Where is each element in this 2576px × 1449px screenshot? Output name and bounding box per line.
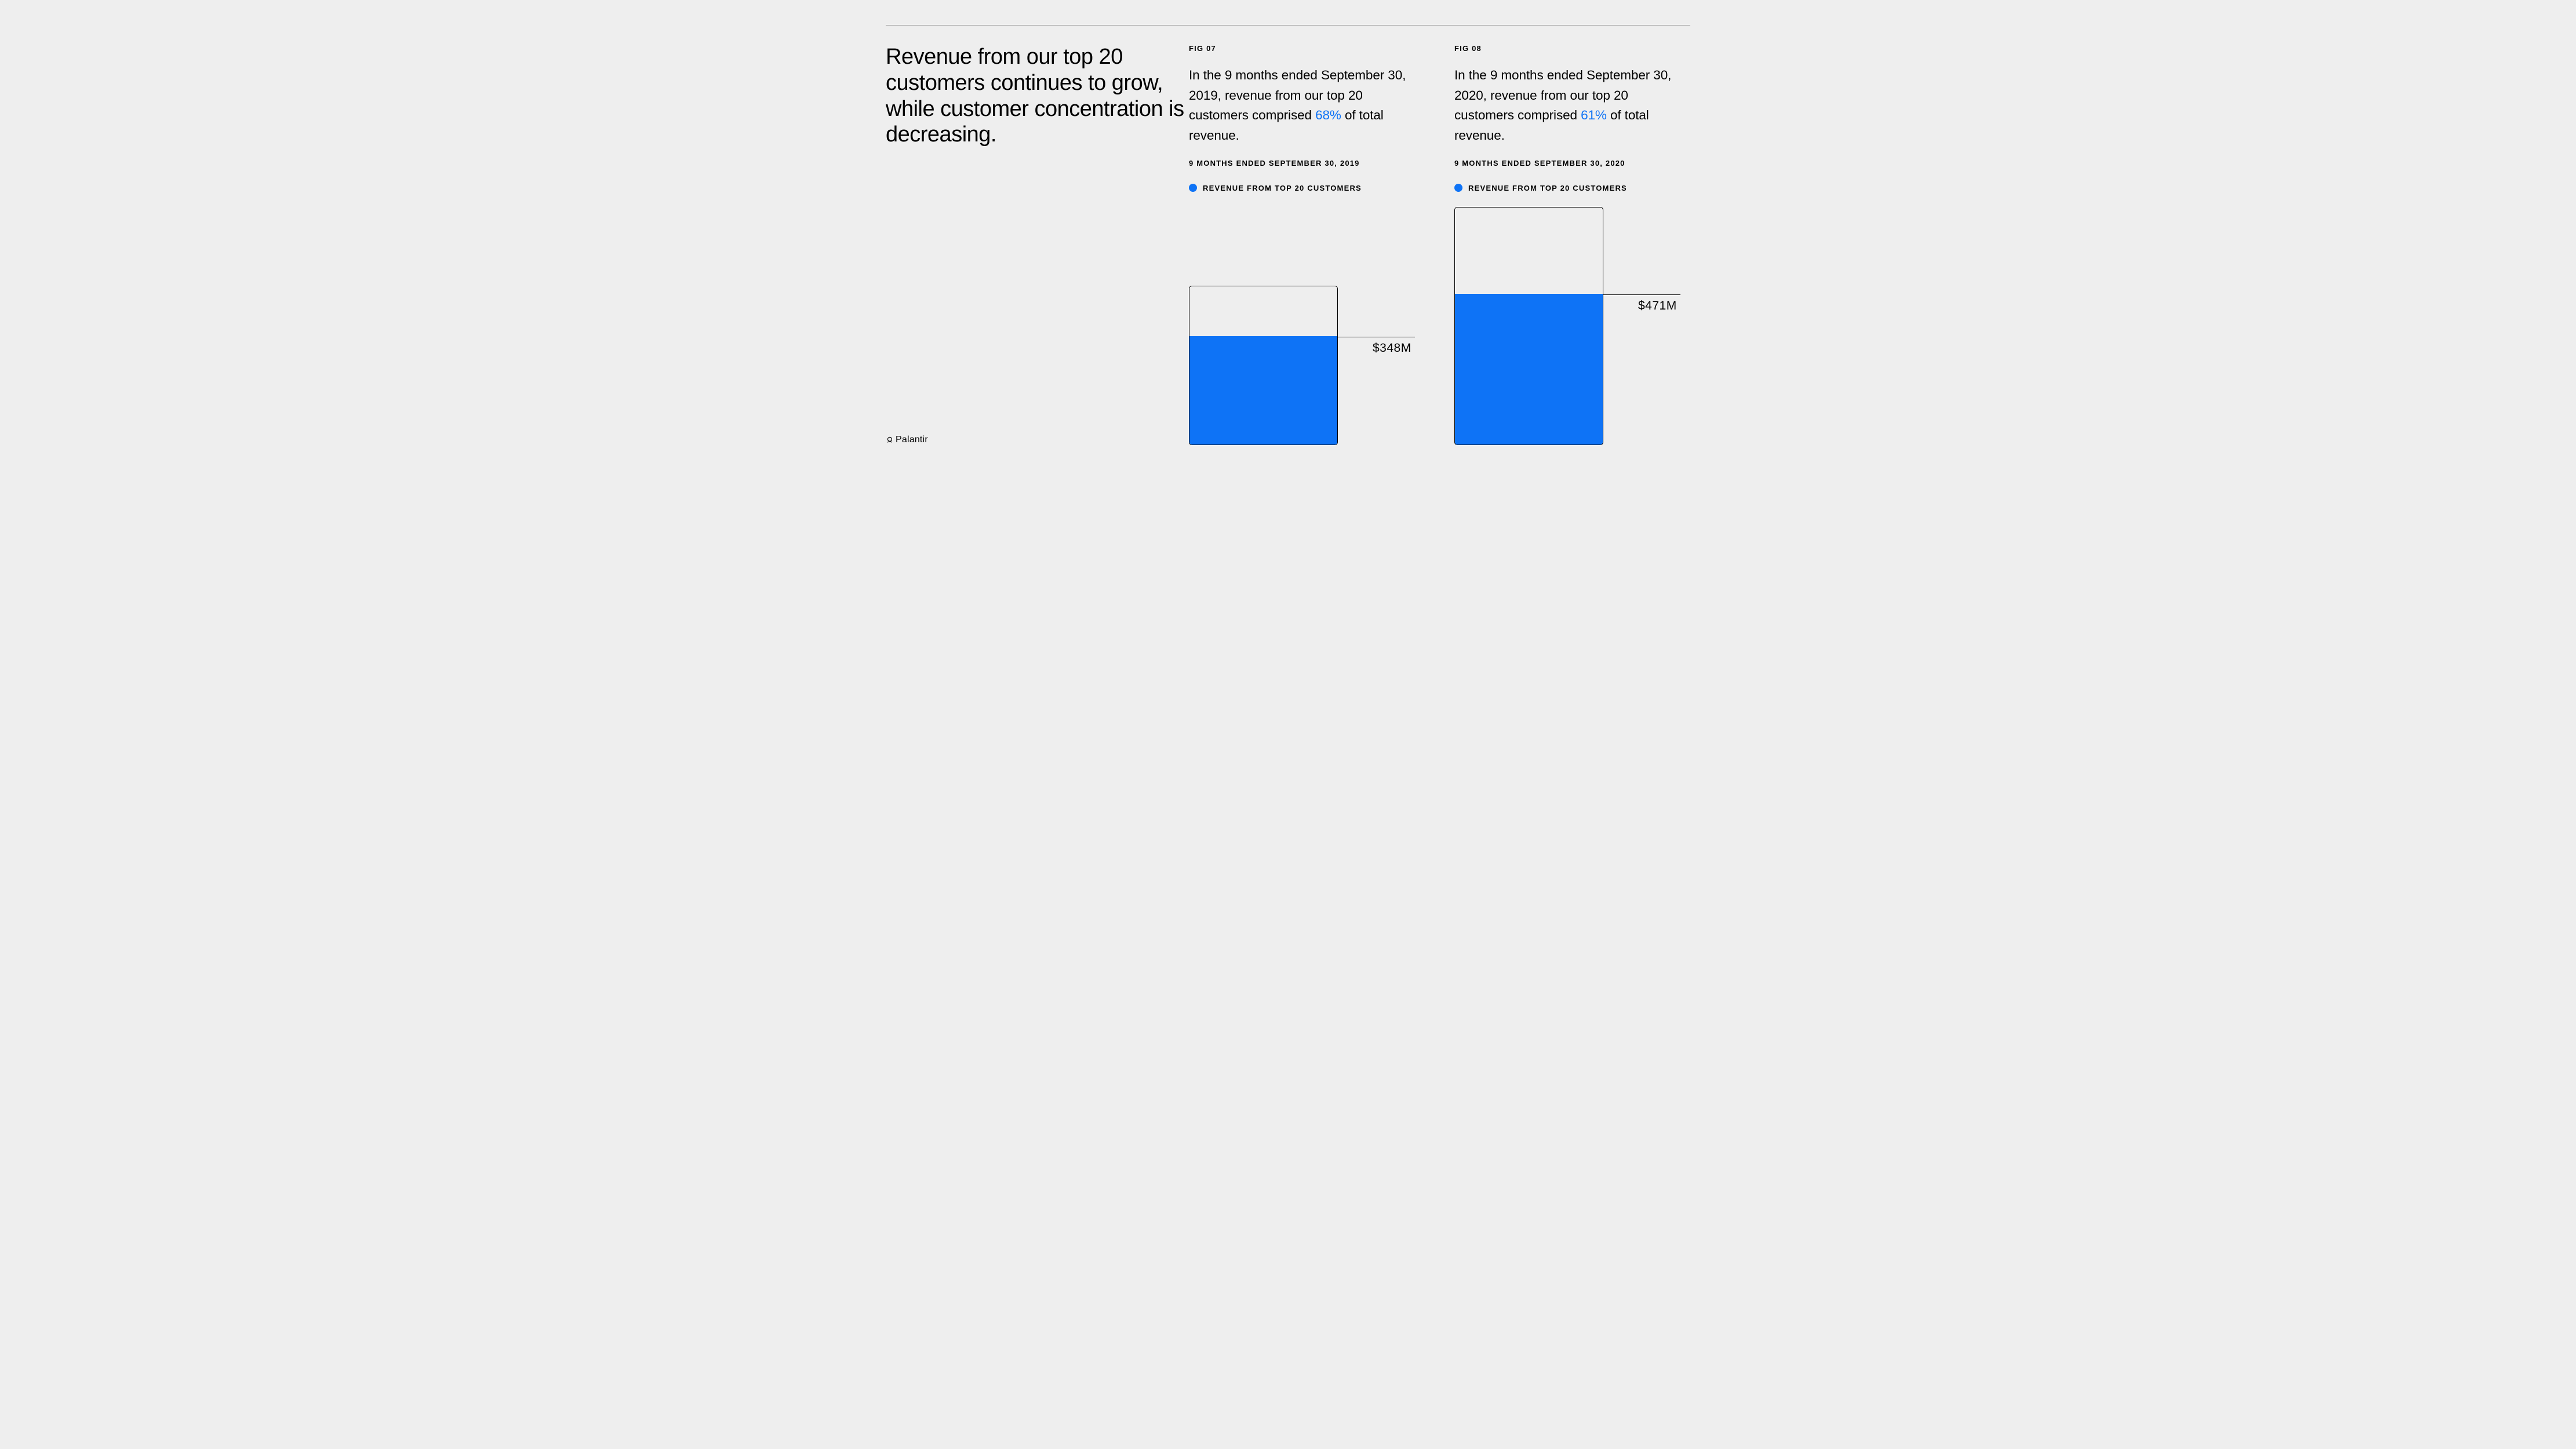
bar-fill	[1455, 294, 1603, 445]
palantir-icon	[886, 436, 894, 444]
top-rule	[886, 25, 1690, 26]
legend-dot-icon	[1189, 184, 1197, 192]
legend-dot-icon	[1454, 184, 1462, 192]
figure-period: 9 MONTHS ENDED SEPTEMBER 30, 2019	[1189, 159, 1454, 168]
figure-08: FIG 08 In the 9 months ended September 3…	[1454, 44, 1720, 482]
figure-07: FIG 07 In the 9 months ended September 3…	[1189, 44, 1454, 482]
figure-period: 9 MONTHS ENDED SEPTEMBER 30, 2020	[1454, 159, 1720, 168]
figure-body: In the 9 months ended September 30, 2020…	[1454, 65, 1685, 146]
figure-legend: REVENUE FROM TOP 20 CUSTOMERS	[1189, 184, 1454, 192]
headline-column: Revenue from our top 20 customers contin…	[886, 44, 1189, 482]
bar-total	[1189, 286, 1338, 445]
figure-body-pct: 61%	[1581, 108, 1607, 122]
figure-body-pct: 68%	[1315, 108, 1341, 122]
figure-label: FIG 07	[1189, 44, 1454, 53]
callout-line	[1603, 294, 1680, 296]
callout-line	[1338, 337, 1415, 338]
value-label: $471M	[1638, 299, 1677, 313]
bar-fill	[1189, 336, 1337, 445]
slide: Revenue from our top 20 customers contin…	[859, 0, 1717, 482]
figure-label: FIG 08	[1454, 44, 1720, 53]
bar-total	[1454, 207, 1603, 445]
legend-text: REVENUE FROM TOP 20 CUSTOMERS	[1203, 184, 1362, 192]
figure-07-chart: $348M	[1189, 286, 1415, 445]
figure-body: In the 9 months ended September 30, 2019…	[1189, 65, 1420, 146]
brand-text: Palantir	[896, 435, 928, 445]
content-row: Revenue from our top 20 customers contin…	[886, 0, 1690, 482]
legend-text: REVENUE FROM TOP 20 CUSTOMERS	[1468, 184, 1627, 192]
headline-text: Revenue from our top 20 customers contin…	[886, 44, 1189, 148]
figure-08-chart: $471M	[1454, 207, 1680, 445]
brand-logo: Palantir	[886, 435, 928, 445]
figure-legend: REVENUE FROM TOP 20 CUSTOMERS	[1454, 184, 1720, 192]
value-label: $348M	[1373, 341, 1411, 355]
